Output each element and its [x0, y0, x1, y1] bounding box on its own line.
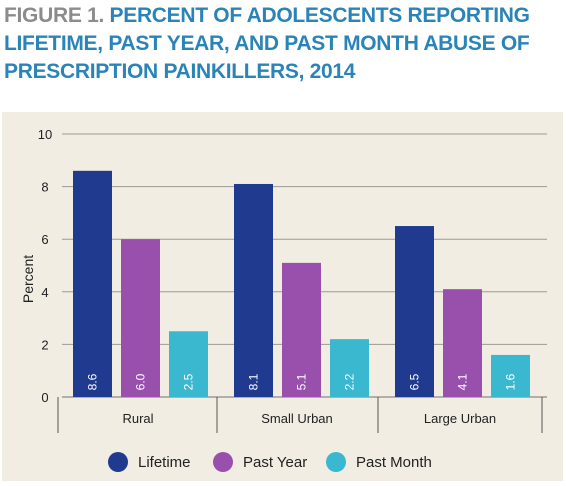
- y-tick-label: 2: [41, 337, 48, 352]
- bar-chart: 0 2 4 6 8 10 Percent 8.6 6.0 2.5 8.1 5.1 2.2 6.5 4.1…: [20, 127, 547, 472]
- y-tick-label: 6: [41, 232, 48, 247]
- y-tick-label: 8: [41, 180, 48, 195]
- figure-label: FIGURE 1.: [4, 4, 104, 27]
- bar-value-label: 6.5: [408, 373, 422, 390]
- bar-value-label: 8.1: [247, 373, 261, 390]
- bar-value-label: 6.0: [134, 373, 148, 390]
- legend-marker: [326, 452, 346, 472]
- x-category-label: Rural: [122, 411, 153, 426]
- legend-label: Past Year: [243, 454, 307, 471]
- bar: [491, 354, 530, 397]
- bar-value-label: 1.6: [504, 373, 518, 390]
- figure-title-text: PERCENT OF ADOLESCENTS REPORTING LIFETIM…: [4, 4, 530, 83]
- x-axis: Rural Small Urban Large Urban: [57, 397, 543, 433]
- figure-title: FIGURE 1. PERCENT OF ADOLESCENTS REPORTI…: [4, 2, 560, 86]
- bar: [443, 289, 482, 397]
- legend-label: Lifetime: [138, 454, 191, 471]
- y-axis-label: Percent: [20, 255, 36, 303]
- legend: Lifetime Past Year Past Month: [108, 452, 432, 472]
- y-axis-ticks: 0 2 4 6 8 10: [38, 127, 52, 405]
- bar-value-label: 2.2: [343, 373, 357, 390]
- legend-marker: [213, 452, 233, 472]
- bar: [121, 239, 160, 397]
- bar: [73, 170, 112, 397]
- y-tick-label: 10: [38, 127, 52, 142]
- bars: 8.6 6.0 2.5 8.1 5.1 2.2 6.5 4.1 1.6: [73, 170, 530, 397]
- bar: [234, 183, 273, 397]
- bar-value-label: 5.1: [295, 373, 309, 390]
- bar: [330, 339, 369, 397]
- bar: [169, 331, 208, 397]
- y-tick-label: 0: [41, 390, 48, 405]
- x-category-label: Small Urban: [261, 411, 333, 426]
- bar-value-label: 2.5: [182, 373, 196, 390]
- bar: [395, 226, 434, 397]
- chart-panel: 0 2 4 6 8 10 Percent 8.6 6.0 2.5 8.1 5.1 2.2 6.5 4.1…: [2, 112, 563, 481]
- bar-value-label: 8.6: [86, 373, 100, 390]
- legend-label: Past Month: [356, 454, 432, 471]
- x-category-label: Large Urban: [424, 411, 496, 426]
- bar-value-label: 4.1: [456, 373, 470, 390]
- bar: [282, 262, 321, 397]
- y-tick-label: 4: [41, 285, 48, 300]
- legend-marker: [108, 452, 128, 472]
